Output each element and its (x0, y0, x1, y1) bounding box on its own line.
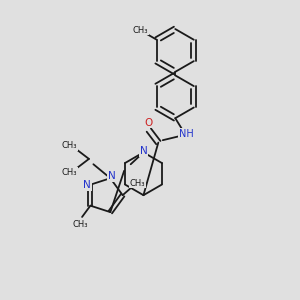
Text: CH₃: CH₃ (62, 141, 77, 150)
Text: N: N (83, 180, 91, 190)
Text: N: N (140, 146, 147, 156)
Text: O: O (144, 118, 152, 128)
Text: CH₃: CH₃ (130, 179, 145, 188)
Text: NH: NH (179, 129, 194, 139)
Text: CH₃: CH₃ (62, 168, 77, 177)
Text: CH₃: CH₃ (72, 220, 88, 229)
Text: CH₃: CH₃ (133, 26, 148, 35)
Text: N: N (108, 171, 116, 181)
